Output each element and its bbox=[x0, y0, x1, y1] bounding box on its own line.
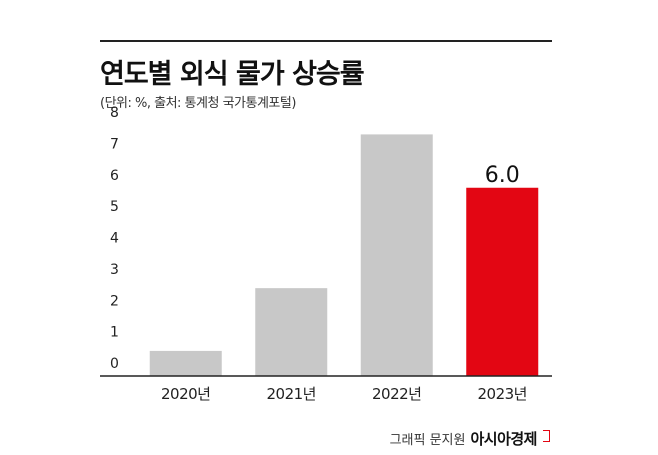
credit-label: 그래픽 문지원 bbox=[389, 433, 466, 448]
y-tick-label: 4 bbox=[110, 231, 119, 247]
x-tick-label: 2020년 bbox=[161, 385, 210, 403]
brand-mark-icon bbox=[543, 429, 550, 442]
title-rule bbox=[100, 40, 552, 42]
y-tick-label: 0 bbox=[110, 356, 119, 372]
y-tick-label: 3 bbox=[110, 262, 119, 278]
y-tick-label: 6 bbox=[110, 168, 119, 184]
y-tick-label: 1 bbox=[110, 325, 119, 341]
x-tick-label: 2022년 bbox=[372, 385, 421, 403]
chart-subtitle: (단위: %, 출처: 통계청 국가통계포털) bbox=[100, 96, 296, 111]
bar bbox=[466, 187, 539, 376]
y-tick-label: 8 bbox=[110, 105, 119, 121]
bar bbox=[360, 134, 433, 376]
brand-name: 아시아경제 bbox=[470, 430, 537, 448]
x-tick-label: 2021년 bbox=[267, 385, 316, 403]
chart-title: 연도별 외식 물가 상승률 bbox=[100, 59, 365, 90]
data-label: 6.0 bbox=[485, 163, 520, 188]
y-tick-label: 7 bbox=[110, 136, 119, 152]
y-tick-label: 2 bbox=[110, 293, 119, 309]
y-tick-label: 5 bbox=[110, 199, 119, 215]
credit: 그래픽 문지원 아시아경제 bbox=[390, 428, 550, 449]
bar bbox=[255, 288, 328, 376]
bar bbox=[149, 350, 222, 376]
x-tick-label: 2023년 bbox=[478, 385, 527, 403]
